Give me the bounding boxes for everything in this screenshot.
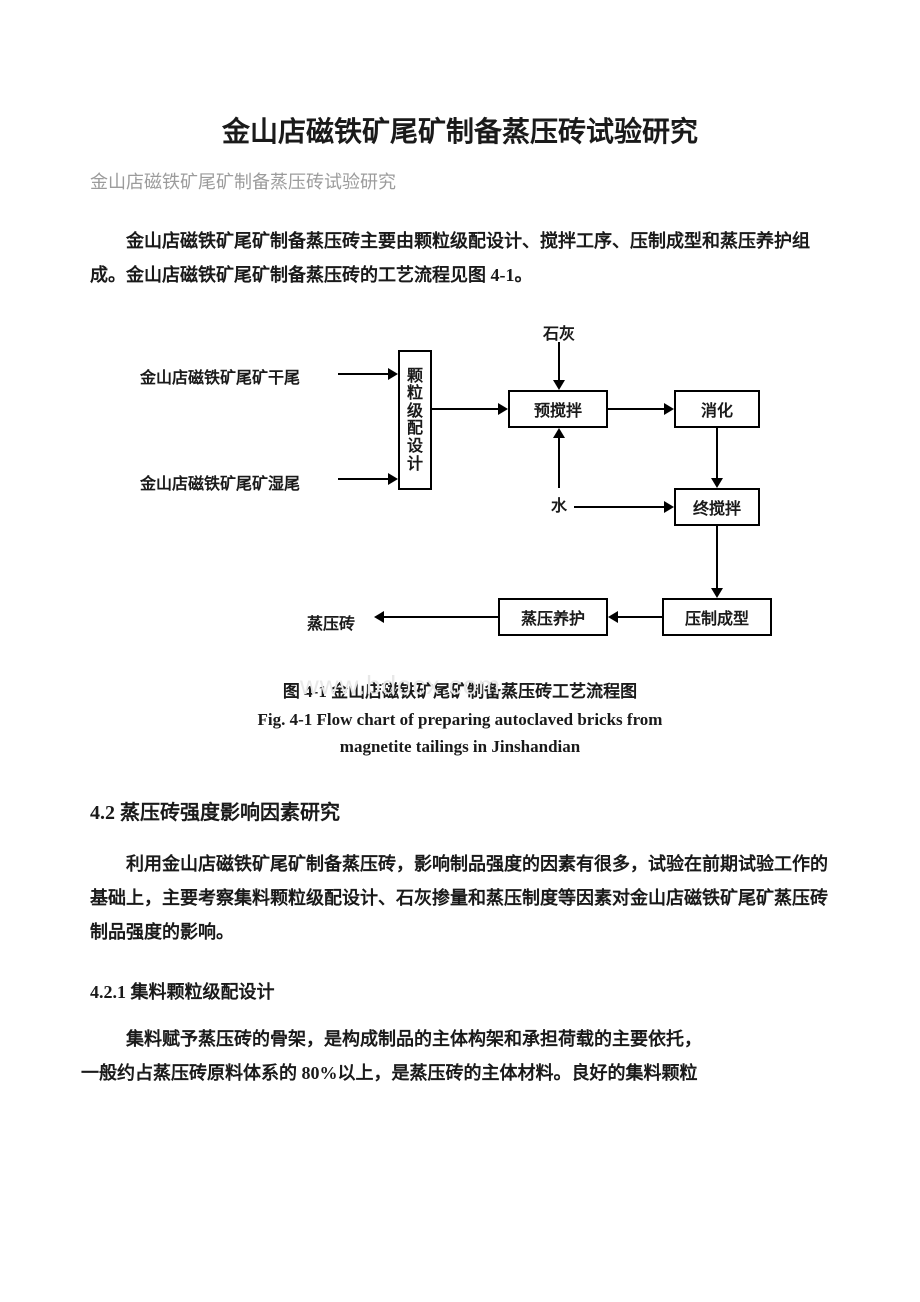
arrow [432, 408, 498, 410]
para-4-2-1-line1: 集料赋予蒸压砖的骨架，是构成制品的主体构架和承担荷载的主要依托， [90, 1022, 830, 1056]
arrow [558, 438, 560, 488]
node-final-mix: 终搅拌 [674, 488, 760, 526]
node-grading: 颗粒级配设计 [398, 350, 432, 490]
figure-caption-en-2: magnetite tailings in Jinshandian [90, 733, 830, 760]
arrow-head-right-icon [498, 403, 508, 415]
heading-4-2-1: 4.2.1 集料颗粒级配设计 [90, 978, 830, 1004]
figure-caption-en-1: Fig. 4-1 Flow chart of preparing autocla… [90, 706, 830, 733]
arrow [716, 428, 718, 478]
arrow [338, 478, 388, 480]
arrow [338, 373, 388, 375]
node-slaking: 消化 [674, 390, 760, 428]
arrow-head-down-icon [711, 478, 723, 488]
arrow-head-down-icon [553, 380, 565, 390]
arrow-head-right-icon [388, 473, 398, 485]
para-4-2-1-line2: 一般约占蒸压砖原料体系的 80%以上，是蒸压砖的主体材料。良好的集料颗粒 [81, 1056, 830, 1090]
node-premix: 预搅拌 [508, 390, 608, 428]
arrow-head-right-icon [664, 403, 674, 415]
arrow-head-up-icon [553, 428, 565, 438]
intro-paragraph: 金山店磁铁矿尾矿制备蒸压砖主要由颗粒级配设计、搅拌工序、压制成型和蒸压养护组成。… [90, 224, 830, 292]
node-pressing: 压制成型 [662, 598, 772, 636]
arrow [608, 408, 664, 410]
heading-4-2: 4.2 蒸压砖强度影响因素研究 [90, 796, 830, 825]
label-lime: 石灰 [543, 320, 575, 344]
label-dry-tailings: 金山店磁铁矿尾矿干尾 [140, 364, 300, 388]
arrow [384, 616, 498, 618]
arrow-head-left-icon [608, 611, 618, 623]
arrow [558, 342, 560, 380]
flowchart-diagram: 金山店磁铁矿尾矿干尾 金山店磁铁矿尾矿湿尾 石灰 水 蒸压砖 颗粒级配设计 预搅… [140, 320, 780, 670]
label-wet-tailings: 金山店磁铁矿尾矿湿尾 [140, 470, 300, 494]
para-4-2-1: 集料赋予蒸压砖的骨架，是构成制品的主体构架和承担荷载的主要依托， 一般约占蒸压砖… [90, 1022, 830, 1090]
arrow [618, 616, 662, 618]
page-title: 金山店磁铁矿尾矿制备蒸压砖试验研究 [90, 110, 830, 150]
arrow-head-right-icon [664, 501, 674, 513]
para-4-2: 利用金山店磁铁矿尾矿制备蒸压砖，影响制品强度的因素有很多，试验在前期试验工作的基… [90, 847, 830, 950]
arrow-head-right-icon [388, 368, 398, 380]
node-curing: 蒸压养护 [498, 598, 608, 636]
figure-caption-cn: 图 4-1 金山店磁铁矿尾矿制备蒸压砖工艺流程图 [90, 678, 830, 705]
arrow-head-left-icon [374, 611, 384, 623]
label-brick: 蒸压砖 [307, 610, 355, 634]
arrow-head-down-icon [711, 588, 723, 598]
document-page: 金山店磁铁矿尾矿制备蒸压砖试验研究 金山店磁铁矿尾矿制备蒸压砖试验研究 金山店磁… [0, 0, 920, 1150]
label-water: 水 [551, 492, 567, 516]
arrow [716, 526, 718, 588]
subtitle-grey: 金山店磁铁矿尾矿制备蒸压砖试验研究 [90, 168, 830, 194]
arrow [574, 506, 664, 508]
